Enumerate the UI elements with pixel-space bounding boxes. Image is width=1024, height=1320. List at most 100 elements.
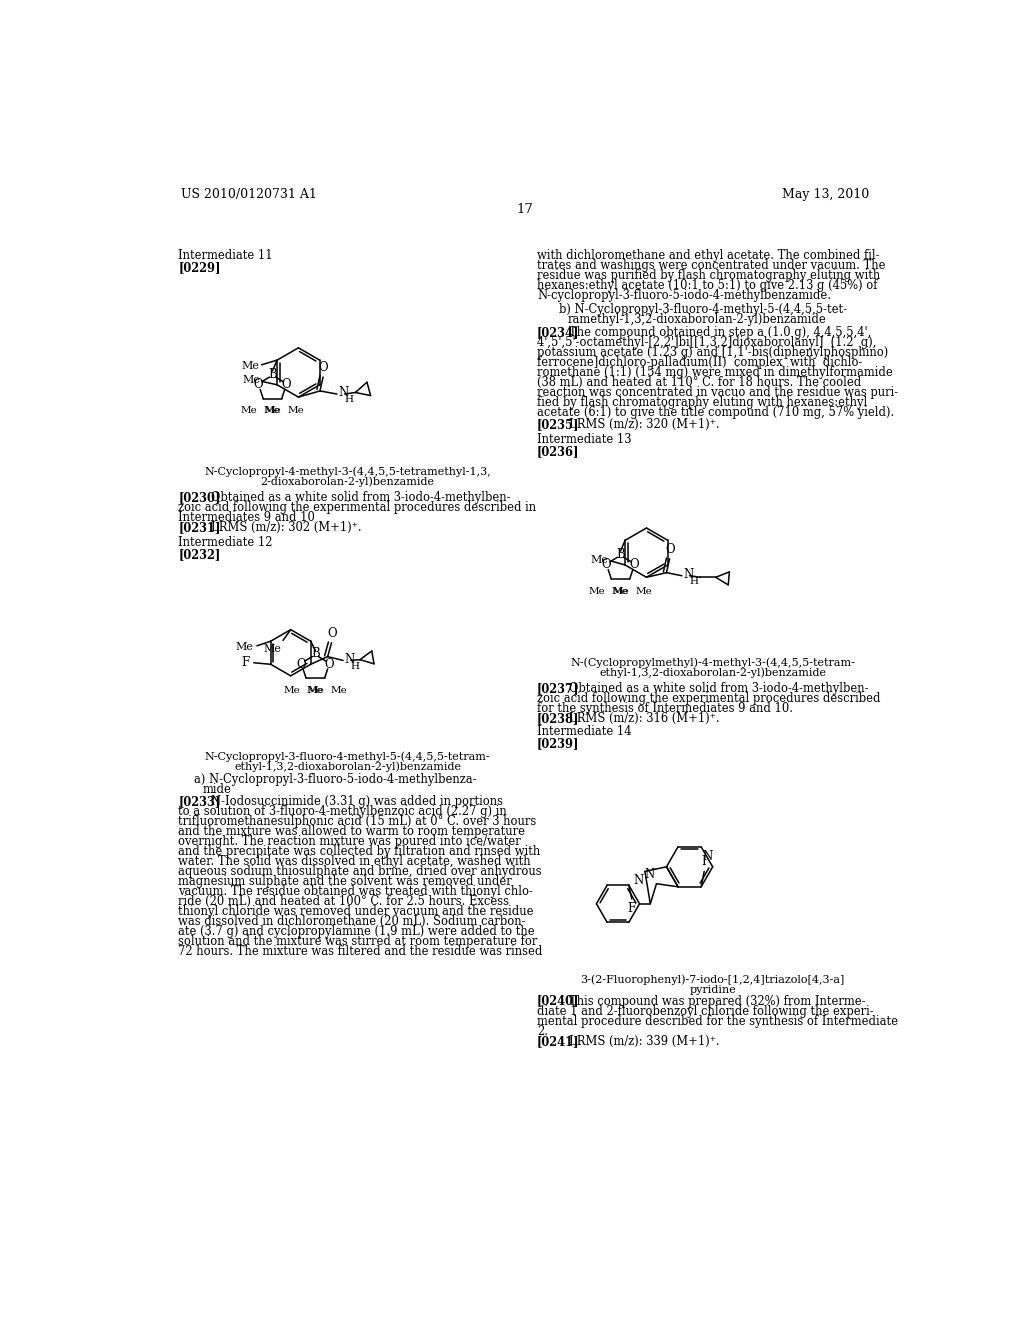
Text: N-Cyclopropyl-4-methyl-3-(4,4,5,5-tetramethyl-1,3,: N-Cyclopropyl-4-methyl-3-(4,4,5,5-tetram… [205, 466, 492, 477]
Text: Me: Me [236, 643, 254, 652]
Text: LRMS (m/z): 339 (M+1)⁺.: LRMS (m/z): 339 (M+1)⁺. [569, 1035, 720, 1048]
Text: for the synthesis of Intermediates 9 and 10.: for the synthesis of Intermediates 9 and… [538, 702, 794, 715]
Text: [0235]: [0235] [538, 418, 580, 430]
Text: O: O [328, 627, 337, 640]
Text: diate 1 and 2-fluorobenzoyl chloride following the experi-: diate 1 and 2-fluorobenzoyl chloride fol… [538, 1005, 873, 1018]
Text: ate (3.7 g) and cyclopropylamine (1.9 mL) were added to the: ate (3.7 g) and cyclopropylamine (1.9 mL… [178, 925, 535, 939]
Text: zoic acid following the experimental procedures described in: zoic acid following the experimental pro… [178, 502, 537, 513]
Text: Me: Me [611, 586, 628, 595]
Text: fied by flash chromatography eluting with hexanes:ethyl: fied by flash chromatography eluting wit… [538, 396, 867, 409]
Text: ferrocene]dichloro-palladium(II)  complex  with  dichlo-: ferrocene]dichloro-palladium(II) complex… [538, 356, 862, 370]
Text: O: O [318, 360, 328, 374]
Text: Me: Me [306, 686, 323, 694]
Text: B: B [616, 548, 625, 561]
Text: LRMS (m/z): 302 (M+1)⁺.: LRMS (m/z): 302 (M+1)⁺. [211, 521, 361, 535]
Text: [0240]: [0240] [538, 995, 580, 1007]
Text: [0234]: [0234] [538, 326, 580, 339]
Text: zoic acid following the experimental procedures described: zoic acid following the experimental pro… [538, 692, 881, 705]
Text: [0233]: [0233] [178, 795, 221, 808]
Text: O: O [666, 543, 675, 556]
Text: and the precipitate was collected by filtration and rinsed with: and the precipitate was collected by fil… [178, 845, 541, 858]
Text: [0231]: [0231] [178, 521, 221, 535]
Text: Me: Me [242, 362, 259, 371]
Text: Me: Me [636, 586, 652, 595]
Text: [0241]: [0241] [538, 1035, 580, 1048]
Text: F: F [628, 902, 636, 915]
Text: mental procedure described for the synthesis of Intermediate: mental procedure described for the synth… [538, 1015, 898, 1028]
Text: N: N [683, 568, 693, 581]
Text: acetate (6:1) to give the title compound (710 mg, 57% yield).: acetate (6:1) to give the title compound… [538, 407, 894, 420]
Text: H: H [689, 577, 698, 586]
Text: O: O [325, 657, 334, 671]
Text: a) N-Cyclopropyl-3-fluoro-5-iodo-4-methylbenza-: a) N-Cyclopropyl-3-fluoro-5-iodo-4-methy… [194, 774, 476, 785]
Text: US 2010/0120731 A1: US 2010/0120731 A1 [180, 187, 316, 201]
Text: Me: Me [612, 586, 630, 595]
Text: ethyl-1,3,2-dioxaborolan-2-yl)benzamide: ethyl-1,3,2-dioxaborolan-2-yl)benzamide [599, 668, 826, 678]
Text: H: H [351, 663, 359, 671]
Text: This compound was prepared (32%) from Interme-: This compound was prepared (32%) from In… [569, 995, 866, 1007]
Text: potassium acetate (1.23 g) and [1,1'-bis(diphenylphosphino): potassium acetate (1.23 g) and [1,1'-bis… [538, 346, 889, 359]
Text: trifluoromethanesulphonic acid (15 mL) at 0° C. over 3 hours: trifluoromethanesulphonic acid (15 mL) a… [178, 816, 537, 828]
Text: hexanes:ethyl acetate (10:1 to 5:1) to give 2.13 g (45%) of: hexanes:ethyl acetate (10:1 to 5:1) to g… [538, 280, 878, 292]
Text: trates and washings were concentrated under vacuum. The: trates and washings were concentrated un… [538, 259, 886, 272]
Text: [0236]: [0236] [538, 445, 580, 458]
Text: Me: Me [288, 407, 304, 416]
Text: 72 hours. The mixture was filtered and the residue was rinsed: 72 hours. The mixture was filtered and t… [178, 945, 543, 958]
Text: romethane (1:1) (154 mg) were mixed in dimethylformamide: romethane (1:1) (154 mg) were mixed in d… [538, 367, 893, 379]
Text: May 13, 2010: May 13, 2010 [781, 187, 869, 201]
Text: mide: mide [203, 783, 231, 796]
Text: ethyl-1,3,2-dioxaborolan-2-yl)benzamide: ethyl-1,3,2-dioxaborolan-2-yl)benzamide [234, 762, 461, 772]
Text: LRMS (m/z): 316 (M+1)⁺.: LRMS (m/z): 316 (M+1)⁺. [569, 711, 720, 725]
Text: Intermediate 12: Intermediate 12 [178, 536, 272, 549]
Text: H: H [345, 395, 353, 404]
Text: Intermediate 14: Intermediate 14 [538, 725, 632, 738]
Text: Me: Me [263, 644, 282, 653]
Text: B: B [268, 367, 276, 380]
Text: O: O [630, 558, 639, 572]
Text: Me: Me [243, 375, 260, 385]
Text: O: O [602, 558, 611, 572]
Text: 4',5',5'-octamethyl-[2,2']bi[[1,3,2]dioxaborolanyl]  (1.2  g),: 4',5',5'-octamethyl-[2,2']bi[[1,3,2]diox… [538, 337, 877, 350]
Text: N: N [345, 653, 355, 667]
Text: reaction was concentrated in vacuo and the residue was puri-: reaction was concentrated in vacuo and t… [538, 387, 898, 400]
Text: ramethyl-1,3,2-dioxaborolan-2-yl)benzamide: ramethyl-1,3,2-dioxaborolan-2-yl)benzami… [568, 313, 826, 326]
Text: [0239]: [0239] [538, 738, 580, 751]
Text: B: B [311, 647, 319, 660]
Text: N-(Cyclopropylmethyl)-4-methyl-3-(4,4,5,5-tetram-: N-(Cyclopropylmethyl)-4-methyl-3-(4,4,5,… [570, 657, 855, 668]
Text: water. The solid was dissolved in ethyl acetate, washed with: water. The solid was dissolved in ethyl … [178, 855, 530, 869]
Text: N-Cyclopropyl-3-fluoro-4-methyl-5-(4,4,5,5-tetram-: N-Cyclopropyl-3-fluoro-4-methyl-5-(4,4,5… [205, 751, 490, 762]
Text: with dichloromethane and ethyl acetate. The combined fil-: with dichloromethane and ethyl acetate. … [538, 249, 880, 263]
Text: Obtained as a white solid from 3-iodo-4-methylben-: Obtained as a white solid from 3-iodo-4-… [569, 682, 869, 696]
Text: and the mixture was allowed to warm to room temperature: and the mixture was allowed to warm to r… [178, 825, 525, 838]
Text: Obtained as a white solid from 3-iodo-4-methylben-: Obtained as a white solid from 3-iodo-4-… [211, 491, 510, 504]
Text: b) N-Cyclopropyl-3-fluoro-4-methyl-5-(4,4,5,5-tet-: b) N-Cyclopropyl-3-fluoro-4-methyl-5-(4,… [559, 304, 847, 317]
Text: LRMS (m/z): 320 (M+1)⁺.: LRMS (m/z): 320 (M+1)⁺. [569, 418, 720, 430]
Text: N: N [702, 850, 713, 863]
Text: Intermediates 9 and 10: Intermediates 9 and 10 [178, 511, 315, 524]
Text: I: I [701, 855, 707, 869]
Text: thionyl chloride was removed under vacuum and the residue: thionyl chloride was removed under vacuu… [178, 906, 534, 919]
Text: ride (20 mL) and heated at 100° C. for 2.5 hours. Excess: ride (20 mL) and heated at 100° C. for 2… [178, 895, 509, 908]
Text: N: N [339, 385, 349, 399]
Text: Me: Me [589, 586, 605, 595]
Text: [0230]: [0230] [178, 491, 221, 504]
Text: (38 mL) and heated at 110° C. for 18 hours. The cooled: (38 mL) and heated at 110° C. for 18 hou… [538, 376, 861, 389]
Text: Me: Me [590, 554, 608, 565]
Text: 17: 17 [516, 203, 534, 216]
Text: magnesium sulphate and the solvent was removed under: magnesium sulphate and the solvent was r… [178, 875, 512, 888]
Text: O: O [254, 379, 263, 391]
Text: Me: Me [284, 686, 300, 694]
Text: [0229]: [0229] [178, 261, 221, 275]
Text: Me: Me [263, 407, 281, 416]
Text: to a solution of 3-fluoro-4-methylbenzoic acid (2.27 g) in: to a solution of 3-fluoro-4-methylbenzoi… [178, 805, 507, 818]
Text: overnight. The reaction mixture was poured into ice/water: overnight. The reaction mixture was pour… [178, 836, 521, 849]
Text: residue was purified by flash chromatography eluting with: residue was purified by flash chromatogr… [538, 269, 881, 282]
Text: pyridine: pyridine [689, 985, 736, 994]
Text: 2.: 2. [538, 1024, 548, 1038]
Text: vacuum. The residue obtained was treated with thionyl chlo-: vacuum. The residue obtained was treated… [178, 886, 534, 899]
Text: O: O [297, 657, 306, 671]
Text: N: N [645, 867, 655, 880]
Text: 3-(2-Fluorophenyl)-7-iodo-[1,2,4]triazolo[4,3-a]: 3-(2-Fluorophenyl)-7-iodo-[1,2,4]triazol… [581, 974, 845, 985]
Text: Me: Me [331, 686, 347, 694]
Text: was dissolved in dichloromethane (20 mL). Sodium carbon-: was dissolved in dichloromethane (20 mL)… [178, 915, 525, 928]
